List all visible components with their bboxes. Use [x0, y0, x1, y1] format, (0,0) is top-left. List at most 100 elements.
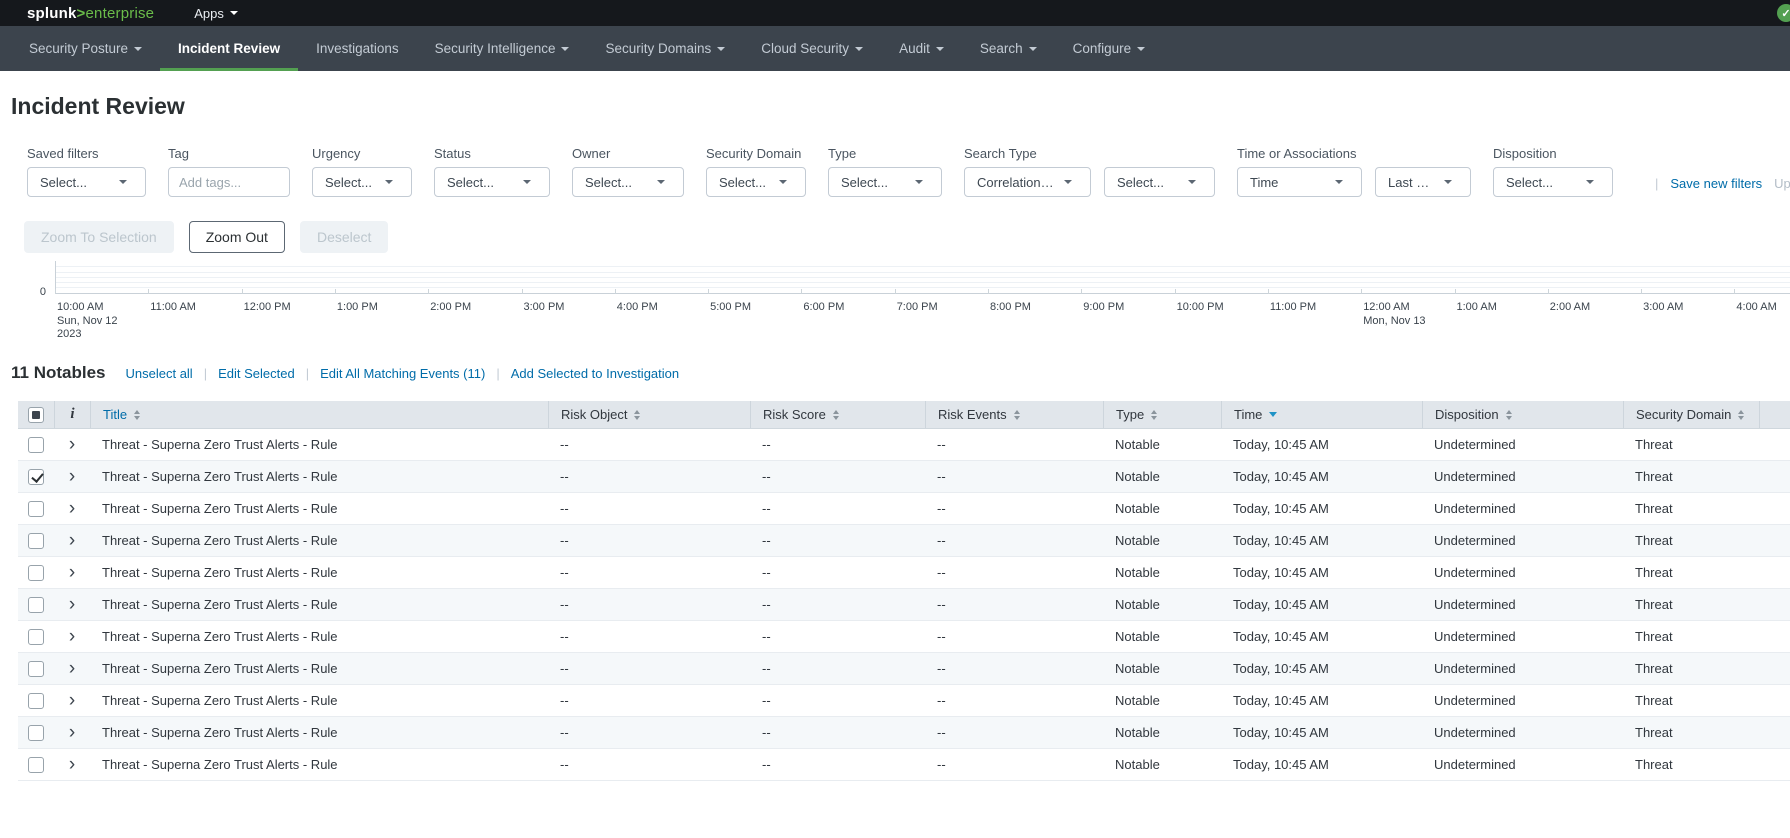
deselect-button[interactable]: Deselect — [299, 221, 389, 253]
row-checkbox[interactable] — [28, 724, 44, 741]
expand-row-icon[interactable]: › — [68, 723, 76, 742]
filter-label: Security Domain — [706, 146, 802, 161]
filter-select-search-type[interactable]: Select... — [1104, 167, 1215, 197]
cell-security_domain: Threat — [1635, 725, 1673, 740]
info-icon: i — [70, 406, 75, 422]
chevron-down-icon — [561, 46, 570, 51]
filter-select-search-type[interactable]: Correlation S... — [964, 167, 1091, 197]
expand-row-icon[interactable]: › — [68, 691, 76, 710]
cell-disposition: Undetermined — [1434, 501, 1516, 516]
row-checkbox[interactable] — [28, 468, 44, 485]
update-link[interactable]: Upd — [1774, 176, 1790, 191]
expand-row-icon[interactable]: › — [68, 563, 76, 582]
table-row: › Threat - Superna Zero Trust Alerts - Ru… — [18, 653, 1790, 685]
select-all-checkbox[interactable] — [28, 406, 44, 423]
apps-menu[interactable]: Apps — [194, 6, 238, 21]
row-checkbox[interactable] — [28, 532, 44, 549]
table-row: › Threat - Superna Zero Trust Alerts - Ru… — [18, 589, 1790, 621]
sort-icon — [1013, 409, 1020, 420]
row-checkbox[interactable] — [28, 500, 44, 517]
notables-action-edit-selected[interactable]: Edit Selected — [218, 365, 295, 381]
filter-select-urgency[interactable]: Select... — [312, 167, 412, 197]
filter-select-type[interactable]: Select... — [828, 167, 942, 197]
row-checkbox[interactable] — [28, 756, 44, 773]
row-checkbox[interactable] — [28, 564, 44, 581]
nav-item-label: Incident Review — [178, 41, 281, 56]
timeline-plot-area[interactable] — [55, 261, 1790, 293]
cell-security_domain: Threat — [1635, 597, 1673, 612]
filter-label: Status — [434, 146, 471, 161]
nav-item-security-intelligence[interactable]: Security Intelligence — [417, 26, 588, 71]
cell-risk_score: -- — [762, 725, 771, 740]
nav-item-security-domains[interactable]: Security Domains — [587, 26, 743, 71]
event-timeline-chart[interactable]: 0 10:00 AM 11:00 AM 12:00 PM 1:00 PM 2:00 PM… — [0, 261, 1790, 343]
expand-row-icon[interactable]: › — [68, 531, 76, 550]
column-header-time[interactable]: Time — [1221, 401, 1422, 428]
expand-row-icon[interactable]: › — [68, 435, 76, 454]
expand-row-icon[interactable]: › — [68, 755, 76, 774]
filter-select-time-or-associations[interactable]: Last 24 ho... — [1375, 167, 1471, 197]
cell-expand: › — [54, 435, 90, 454]
notables-action-unselect-all[interactable]: Unselect all — [125, 365, 193, 381]
filter-select-owner[interactable]: Select... — [572, 167, 684, 197]
cell-time: Today, 10:45 AM — [1233, 725, 1329, 740]
column-header-title[interactable]: Title — [90, 401, 548, 428]
row-checkbox[interactable] — [28, 692, 44, 709]
chevron-down-icon — [523, 180, 531, 184]
select-value: Select... — [1117, 174, 1164, 190]
cell-risk_score: -- — [762, 565, 771, 580]
cell-risk_score: -- — [762, 501, 771, 516]
zoom-out-button[interactable]: Zoom Out — [188, 221, 285, 253]
x-axis-tick-mark — [55, 289, 56, 294]
x-axis-tick-label: 2:00 AM — [1549, 301, 1591, 313]
expand-row-icon[interactable]: › — [68, 659, 76, 678]
expand-row-icon[interactable]: › — [68, 467, 76, 486]
filter-select-time-or-associations[interactable]: Time — [1237, 167, 1362, 197]
column-header-security_domain[interactable]: Security Domain — [1623, 401, 1759, 428]
cell-risk_object: -- — [560, 533, 569, 548]
apps-menu-label: Apps — [194, 5, 224, 21]
column-header-risk_events[interactable]: Risk Events — [925, 401, 1103, 428]
column-header-risk_object[interactable]: Risk Object — [548, 401, 750, 428]
save-new-filters-link[interactable]: Save new filters — [1670, 176, 1763, 191]
column-header-disposition[interactable]: Disposition — [1422, 401, 1623, 428]
filter-select-security-domain[interactable]: Select... — [706, 167, 806, 197]
x-axis-tick-label: 12:00 PM — [243, 301, 291, 313]
column-header-select[interactable] — [18, 401, 54, 428]
filter-select-status[interactable]: Select... — [434, 167, 550, 197]
cell-time: Today, 10:45 AM — [1233, 757, 1329, 772]
column-header-risk_score[interactable]: Risk Score — [750, 401, 925, 428]
expand-row-icon[interactable]: › — [68, 499, 76, 518]
filter-label: Search Type — [964, 146, 1037, 161]
row-checkbox[interactable] — [28, 660, 44, 677]
notables-action-edit-all-matching-events-11[interactable]: Edit All Matching Events (11) — [320, 365, 486, 381]
nav-item-investigations[interactable]: Investigations — [298, 26, 417, 71]
cell-title: Threat - Superna Zero Trust Alerts - Rul… — [102, 757, 338, 772]
expand-row-icon[interactable]: › — [68, 627, 76, 646]
expand-row-icon[interactable]: › — [68, 595, 76, 614]
nav-item-audit[interactable]: Audit — [881, 26, 962, 71]
row-checkbox[interactable] — [28, 436, 44, 453]
filter-select-saved-filters[interactable]: Select... — [27, 167, 146, 197]
nav-item-search[interactable]: Search — [962, 26, 1055, 71]
filter-input-tag[interactable] — [168, 167, 290, 197]
row-checkbox[interactable] — [28, 628, 44, 645]
x-axis-tick-label: 4:00 PM — [616, 301, 658, 313]
health-check-icon[interactable]: ✓ — [1777, 4, 1790, 22]
top-app-bar: splunk>enterprise Apps ✓ — [0, 0, 1790, 26]
nav-item-security-posture[interactable]: Security Posture — [11, 26, 160, 71]
nav-item-label: Cloud Security — [761, 41, 850, 56]
zoom-to-selection-button[interactable]: Zoom To Selection — [24, 221, 174, 253]
nav-item-label: Investigations — [316, 41, 399, 56]
row-checkbox[interactable] — [28, 596, 44, 613]
chevron-down-icon — [1137, 46, 1146, 51]
nav-item-cloud-security[interactable]: Cloud Security — [743, 26, 881, 71]
cell-risk_events: -- — [937, 693, 946, 708]
filter-select-disposition[interactable]: Select... — [1493, 167, 1613, 197]
column-header-type[interactable]: Type — [1103, 401, 1221, 428]
splunk-logo[interactable]: splunk>enterprise — [27, 5, 154, 22]
nav-item-configure[interactable]: Configure — [1055, 26, 1164, 71]
x-axis-tick-label: 6:00 PM — [803, 301, 845, 313]
notables-action-add-selected-to-investigation[interactable]: Add Selected to Investigation — [510, 365, 680, 381]
nav-item-incident-review[interactable]: Incident Review — [160, 26, 299, 71]
